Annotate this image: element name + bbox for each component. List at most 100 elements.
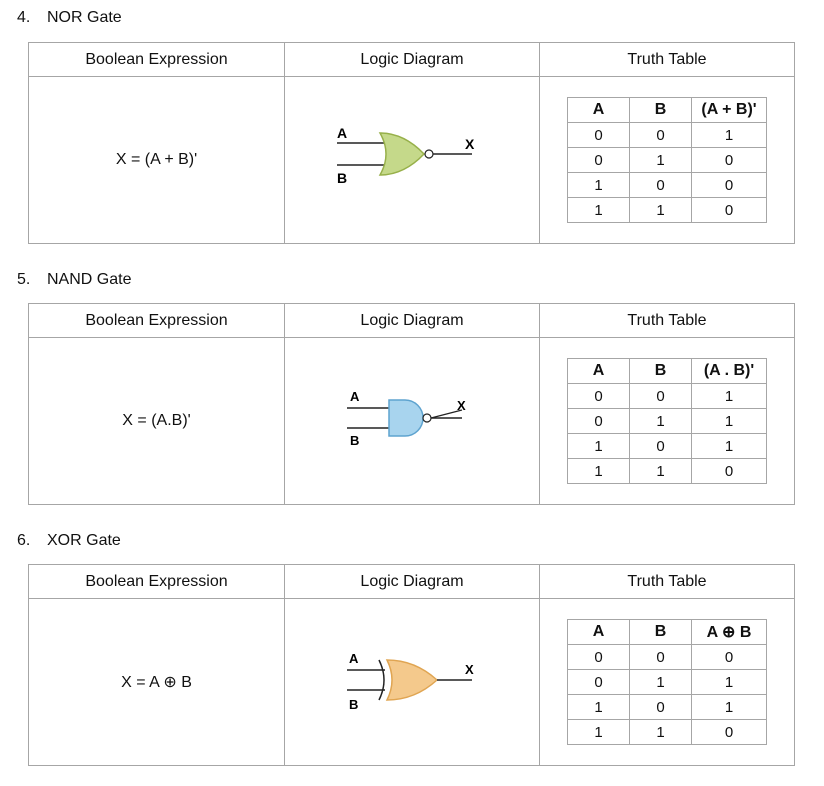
logic-diagram-cell: A B X — [284, 337, 540, 505]
truth-table-column: A — [567, 358, 630, 384]
truth-table-cell-value: 0 — [567, 147, 630, 173]
header-truth-table: Truth Table — [539, 564, 795, 599]
boolean-expression: X = A ⊕ B — [121, 674, 192, 691]
header-logic-diagram: Logic Diagram — [284, 42, 540, 77]
truth-table-cell-value: 0 — [691, 147, 767, 173]
truth-table-cell-value: 0 — [629, 694, 692, 720]
truth-table-row: 1 1 0 — [567, 719, 767, 745]
truth-table-cell-value: 1 — [691, 669, 767, 695]
truth-table-header-row: A B (A + B)' — [567, 97, 767, 123]
truth-table-cell-value: 1 — [567, 719, 630, 745]
section-title-xor: 6. XOR Gate — [17, 532, 121, 550]
truth-table-cell-value: 1 — [567, 172, 630, 198]
truth-table-cell-value: 0 — [567, 408, 630, 434]
input-a-label: A — [349, 651, 359, 666]
expression-cell: X = (A.B)' — [28, 337, 285, 505]
truth-table-header-row: A B (A . B)' — [567, 358, 767, 384]
header-logic-diagram: Logic Diagram — [284, 303, 540, 338]
truth-table-cell-value: 0 — [567, 669, 630, 695]
truth-table-cell-value: 0 — [629, 172, 692, 198]
truth-table-cell: A B (A + B)' 0 0 1 0 1 0 1 0 0 — [539, 76, 795, 244]
truth-table-cell-value: 0 — [691, 197, 767, 223]
logic-diagram-cell: A B X — [284, 598, 540, 766]
nor-gate-icon: A B X — [337, 125, 475, 186]
truth-table-column: A ⊕ B — [691, 619, 767, 645]
header-truth-table: Truth Table — [539, 303, 795, 338]
truth-table-column: A — [567, 619, 630, 645]
section-title-nor: 4. NOR Gate — [17, 9, 122, 27]
truth-table-row: 0 0 1 — [567, 383, 767, 409]
output-x-label: X — [465, 136, 475, 152]
input-b-label: B — [337, 170, 347, 186]
section-name: NOR Gate — [47, 9, 122, 26]
truth-table-cell-value: 1 — [629, 458, 692, 484]
logic-diagram-cell: A B X — [284, 76, 540, 244]
truth-table-column: (A . B)' — [691, 358, 767, 384]
section-name: XOR Gate — [47, 532, 121, 549]
truth-table-cell-value: 1 — [567, 433, 630, 459]
boolean-expression: X = (A.B)' — [122, 412, 191, 429]
truth-table-cell-value: 1 — [567, 458, 630, 484]
input-a-label: A — [337, 125, 347, 141]
output-x-label: X — [465, 662, 474, 677]
truth-table-column: B — [629, 97, 692, 123]
truth-table-cell-value: 1 — [629, 147, 692, 173]
output-x-label: X — [457, 398, 466, 413]
truth-table-cell-value: 1 — [629, 197, 692, 223]
truth-table: A B A ⊕ B 0 0 0 0 1 1 1 0 1 — [567, 619, 767, 745]
truth-table-row: 0 1 1 — [567, 669, 767, 695]
truth-table-cell-value: 1 — [629, 669, 692, 695]
section-name: NAND Gate — [47, 271, 132, 288]
truth-table-cell-value: 1 — [567, 197, 630, 223]
header-boolean-expression: Boolean Expression — [28, 42, 285, 77]
section-number: 4. — [17, 9, 31, 26]
truth-table-row: 1 0 1 — [567, 694, 767, 720]
truth-table-row: 1 0 1 — [567, 433, 767, 459]
header-logic-diagram: Logic Diagram — [284, 564, 540, 599]
truth-table-row: 0 0 0 — [567, 644, 767, 670]
truth-table-cell-value: 1 — [691, 383, 767, 409]
nand-gate-table: Boolean Expression Logic Diagram Truth T… — [28, 303, 795, 505]
truth-table-column: A — [567, 97, 630, 123]
truth-table-cell-value: 0 — [629, 644, 692, 670]
xor-gate-icon: A B X — [347, 651, 474, 712]
section-number: 5. — [17, 271, 31, 288]
header-truth-table: Truth Table — [539, 42, 795, 77]
truth-table-cell-value: 1 — [691, 694, 767, 720]
truth-table-column: B — [629, 358, 692, 384]
expression-cell: X = (A + B)' — [28, 76, 285, 244]
truth-table-row: 0 1 1 — [567, 408, 767, 434]
truth-table-header-row: A B A ⊕ B — [567, 619, 767, 645]
expression-cell: X = A ⊕ B — [28, 598, 285, 766]
input-b-label: B — [350, 433, 359, 448]
truth-table-cell-value: 0 — [629, 122, 692, 148]
truth-table-row: 1 1 0 — [567, 197, 767, 223]
truth-table-cell-value: 1 — [691, 408, 767, 434]
truth-table-row: 0 1 0 — [567, 147, 767, 173]
truth-table-cell-value: 0 — [567, 383, 630, 409]
section-title-nand: 5. NAND Gate — [17, 271, 131, 289]
boolean-expression: X = (A + B)' — [115, 151, 198, 168]
truth-table-cell-value: 1 — [629, 719, 692, 745]
header-boolean-expression: Boolean Expression — [28, 564, 285, 599]
truth-table-column: (A + B)' — [691, 97, 767, 123]
truth-table-cell-value: 0 — [691, 458, 767, 484]
section-number: 6. — [17, 532, 31, 549]
nor-gate-table: Boolean Expression Logic Diagram Truth T… — [28, 42, 795, 244]
input-a-label: A — [350, 389, 360, 404]
truth-table-cell-value: 0 — [567, 122, 630, 148]
truth-table: A B (A + B)' 0 0 1 0 1 0 1 0 0 — [567, 97, 767, 223]
truth-table-cell-value: 1 — [567, 694, 630, 720]
truth-table-row: 1 0 0 — [567, 172, 767, 198]
truth-table-column: B — [629, 619, 692, 645]
xor-gate-table: Boolean Expression Logic Diagram Truth T… — [28, 564, 795, 766]
truth-table-cell-value: 0 — [691, 172, 767, 198]
nand-gate-icon: A B X — [347, 389, 466, 448]
truth-table-row: 0 0 1 — [567, 122, 767, 148]
truth-table-cell: A B A ⊕ B 0 0 0 0 1 1 1 0 1 — [539, 598, 795, 766]
truth-table-cell-value: 0 — [629, 433, 692, 459]
header-boolean-expression: Boolean Expression — [28, 303, 285, 338]
truth-table-cell-value: 0 — [629, 383, 692, 409]
truth-table-cell: A B (A . B)' 0 0 1 0 1 1 1 0 1 — [539, 337, 795, 505]
truth-table-cell-value: 0 — [691, 719, 767, 745]
